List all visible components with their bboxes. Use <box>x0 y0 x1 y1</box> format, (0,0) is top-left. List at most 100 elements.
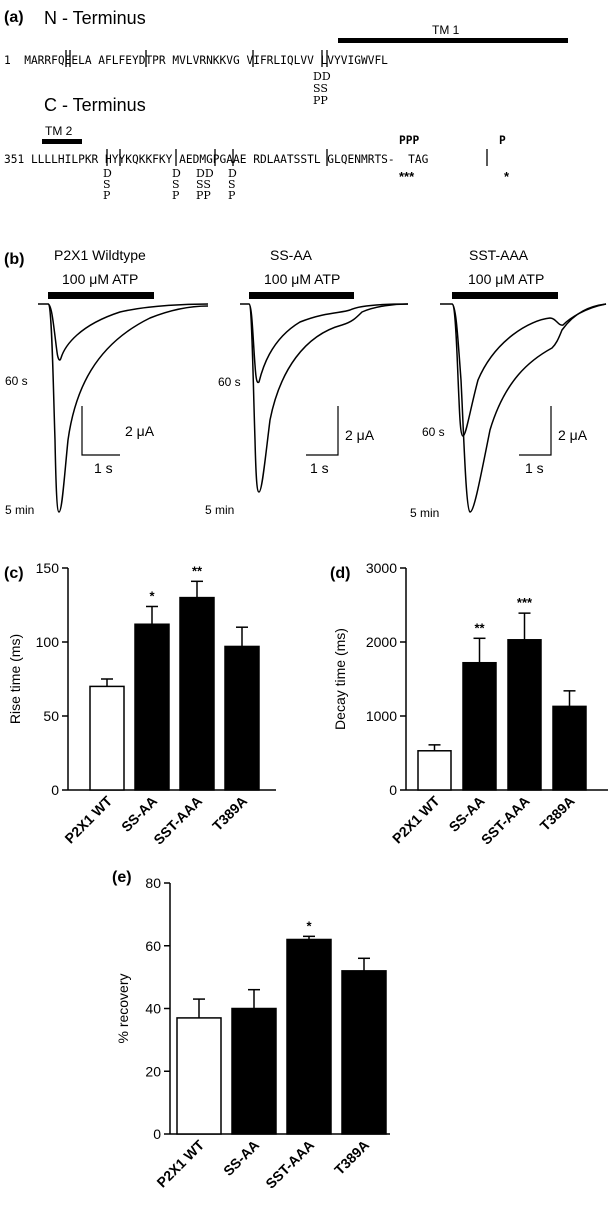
y-tick-label: 80 <box>145 875 161 891</box>
y-tick-label: 0 <box>51 782 59 798</box>
agonist-label: 100 μM ATP <box>62 271 138 287</box>
c-stars: *** <box>399 169 415 184</box>
tm2-label: TM 2 <box>45 124 73 138</box>
label-60s: 60 s <box>218 375 241 389</box>
x-tick-label: T389A <box>331 1137 372 1178</box>
current-trace-5min <box>440 303 607 513</box>
bar <box>89 685 125 791</box>
x-tick-label: P2X1 WT <box>389 792 443 846</box>
x-tick-label: T389A <box>209 793 250 834</box>
scale-bar <box>306 406 339 456</box>
current-trace-60s <box>47 303 209 361</box>
x-tick-label: SS-AA <box>118 793 160 835</box>
label-5min: 5 min <box>5 503 34 517</box>
x-tick-label: SS-AA <box>446 793 488 835</box>
chart-decay-time: 0 1000 2000 3000 Decay time (ms) P2X1 WT ** SS-… <box>332 560 608 848</box>
bar <box>224 645 260 791</box>
trace-title: SST-AAA <box>469 247 529 263</box>
bar <box>417 750 452 791</box>
label-60s: 60 s <box>422 425 445 439</box>
c-mod2-d: D <box>172 167 181 180</box>
bar <box>462 661 497 791</box>
scale-time: 1 s <box>525 460 544 476</box>
chart-recovery: 0 20 40 60 80 % recovery P2X1 WT SS-AA * SST-AAA T… <box>115 875 390 1192</box>
trace-ss-aa: SS-AA 100 μM ATP 60 s 5 min 2 μA 1 s <box>205 247 409 517</box>
y-tick-label: 0 <box>389 782 397 798</box>
scale-current: 2 μA <box>345 427 375 443</box>
label-60s: 60 s <box>5 374 28 388</box>
x-tick-label: SST-AAA <box>150 793 205 848</box>
label-5min: 5 min <box>205 503 234 517</box>
agonist-bar <box>249 292 354 299</box>
x-tick-label: SST-AAA <box>478 793 533 848</box>
trace-wildtype: P2X1 Wildtype 100 μM ATP 60 s 5 min 2 μA… <box>5 247 209 517</box>
y-tick-label: 40 <box>145 1001 161 1017</box>
scale-current: 2 μA <box>558 427 588 443</box>
c-terminus-title: C - Terminus <box>44 95 146 115</box>
agonist-label: 100 μM ATP <box>264 271 340 287</box>
n-mod-p: PP <box>313 94 328 107</box>
c-mod1-d: D <box>103 167 112 180</box>
panel-c-label: (c) <box>4 565 24 582</box>
c-star: * <box>504 169 510 184</box>
c-ppp: PPP <box>399 134 419 147</box>
c-mod3-p: PP <box>196 189 211 202</box>
c-mod4-p: P <box>228 189 236 202</box>
x-tick-label: SST-AAA <box>262 1137 317 1192</box>
y-tick-label: 2000 <box>366 634 397 650</box>
y-tick-label: 50 <box>43 708 59 724</box>
bar <box>176 1017 222 1135</box>
y-axis-label: Decay time (ms) <box>332 628 348 730</box>
c-mod4-d: D <box>228 167 237 180</box>
c-mod1-p: P <box>103 189 111 202</box>
scale-time: 1 s <box>310 460 329 476</box>
scale-bar <box>81 406 120 456</box>
scale-current: 2 μA <box>125 423 155 439</box>
c-terminus-sequence: 351 LLLLHILPKR HYYKQKKFKY AEDMGPGAAE RDL… <box>4 153 429 166</box>
significance-marker: *** <box>517 595 533 610</box>
trace-title: P2X1 Wildtype <box>54 247 146 263</box>
c-mod3-d: DD <box>196 167 214 180</box>
y-tick-label: 0 <box>153 1126 161 1142</box>
current-trace-60s <box>451 303 607 437</box>
n-mod-d: DD <box>313 70 331 83</box>
y-tick-label: 1000 <box>366 708 397 724</box>
panel-b-label: (b) <box>4 251 24 268</box>
agonist-label: 100 μM ATP <box>468 271 544 287</box>
panel-d-label: (d) <box>330 565 350 582</box>
c-p: P <box>499 134 506 147</box>
trace-title: SS-AA <box>270 247 313 263</box>
x-tick-label: P2X1 WT <box>153 1136 207 1190</box>
trace-sst-aaa: SST-AAA 100 μM ATP 60 s 5 min 2 μA 1 s <box>410 247 607 520</box>
bar <box>179 596 215 791</box>
panel-b: (b) P2X1 Wildtype 100 μM ATP 60 s 5 min … <box>4 247 607 520</box>
bar <box>134 623 170 791</box>
bar <box>231 1007 277 1135</box>
n-terminus-sequence: 1 MARRFQEELA AFLFEYDTPR MVLVRNKKVG VIFRL… <box>4 54 388 67</box>
x-tick-label: P2X1 WT <box>61 792 115 846</box>
current-trace-60s <box>248 303 409 384</box>
tm1-label: TM 1 <box>432 23 460 37</box>
scale-bar <box>519 406 552 456</box>
agonist-bar <box>48 292 154 299</box>
significance-marker: ** <box>192 563 203 578</box>
significance-marker: * <box>149 588 155 603</box>
y-axis-label: % recovery <box>115 973 131 1043</box>
panel-a: (a) N - Terminus TM 1 1 MARRFQEELA AFLFE… <box>4 8 568 202</box>
bar <box>341 970 387 1135</box>
scale-time: 1 s <box>94 460 113 476</box>
n-terminus-title: N - Terminus <box>44 8 146 28</box>
significance-marker: * <box>306 918 312 933</box>
y-axis-label: Rise time (ms) <box>7 634 23 724</box>
c-mod4-s: S <box>228 178 236 191</box>
tm1-bar <box>338 38 568 43</box>
y-tick-label: 60 <box>145 938 161 954</box>
current-trace-5min <box>240 303 409 493</box>
current-trace-5min <box>38 303 209 513</box>
x-tick-label: SS-AA <box>220 1137 262 1179</box>
significance-marker: ** <box>474 620 485 635</box>
label-5min: 5 min <box>410 506 439 520</box>
c-mod2-p: P <box>172 189 180 202</box>
agonist-bar <box>452 292 558 299</box>
